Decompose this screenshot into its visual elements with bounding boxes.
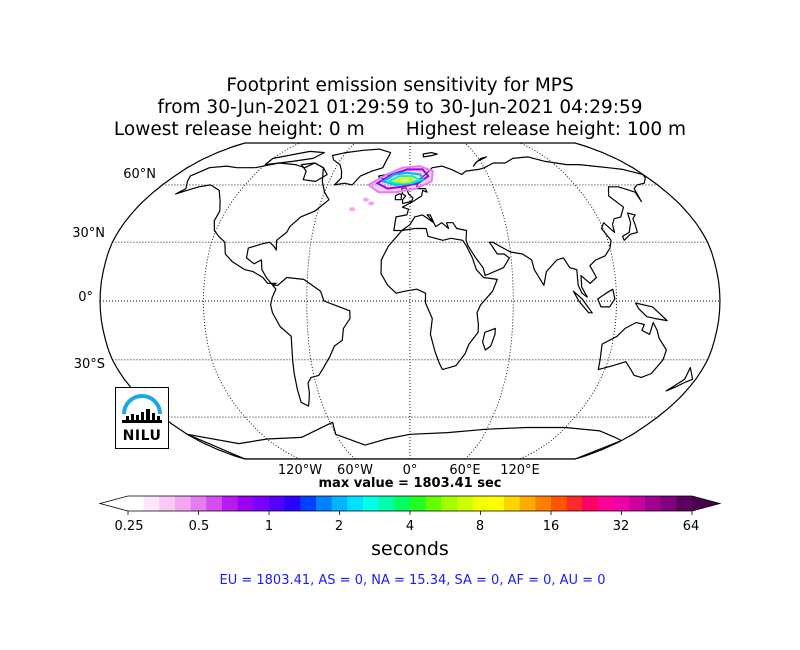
colorbar-tick-label: 0.5 <box>188 519 210 534</box>
colorbar-tick-label: 1 <box>264 519 274 534</box>
colorbar-cell <box>378 496 395 511</box>
landmass-baffin <box>300 162 328 182</box>
colorbar-tick-label: 4 <box>405 519 415 534</box>
footprint-contour <box>393 176 415 184</box>
landmass-antarctica <box>186 421 623 459</box>
colorbar-cell <box>551 496 568 511</box>
colorbar-cell <box>159 496 176 511</box>
lat-label-30s: 30°S <box>73 357 105 372</box>
colorbar-min-extension <box>100 496 128 511</box>
colorbar-cell <box>331 496 348 511</box>
coastlines <box>175 148 694 459</box>
landmass-sumatra <box>572 290 593 314</box>
lat-label-30n: 30°N <box>72 226 105 241</box>
longitude-line <box>306 143 356 459</box>
title-line-3: Lowest release height: 0 m Highest relea… <box>113 119 687 140</box>
colorbar-cell <box>629 496 646 511</box>
colorbar-max-extension <box>692 496 720 511</box>
colorbar-cell <box>190 496 207 511</box>
colorbar-cell <box>472 496 489 511</box>
nilu-logo: NILU <box>115 387 169 449</box>
colorbar-cell <box>237 496 254 511</box>
colorbar-cell <box>598 496 615 511</box>
title-line-2: from 30-Jun-2021 01:29:59 to 30-Jun-2021… <box>157 97 643 118</box>
colorbar-cell <box>206 496 223 511</box>
lon-label-60e: 60°E <box>449 463 481 478</box>
landmass-arctic-islands <box>264 150 325 166</box>
longitude-line <box>464 143 514 459</box>
landmass-svalbard <box>422 152 438 158</box>
landmass-ireland <box>394 193 402 201</box>
colorbar-tick-label: 16 <box>542 519 560 534</box>
colorbar-tick-label: 8 <box>475 519 485 534</box>
graticule <box>100 143 720 459</box>
colorbar-cell <box>488 496 505 511</box>
lat-label-60n: 60°N <box>123 167 156 182</box>
footprint-contour <box>380 171 425 186</box>
colorbar-cell <box>645 496 662 511</box>
region-totals: EU = 1803.41, AS = 0, NA = 15.34, SA = 0… <box>219 573 606 588</box>
landmass-indonesia-borneo <box>597 288 616 308</box>
colorbar-cell <box>394 496 411 511</box>
lat-label-eq: 0° <box>78 290 93 305</box>
lon-label-0: 0° <box>402 463 418 478</box>
landmass-new-zealand <box>665 367 694 392</box>
colorbar-cell <box>347 496 364 511</box>
colorbar-cell <box>425 496 442 511</box>
landmass-africa <box>380 227 498 371</box>
landmass-madagascar <box>482 327 496 351</box>
landmass-australia <box>597 322 667 378</box>
colorbar-tick-label: 0.25 <box>114 519 144 534</box>
colorbar-cell <box>660 496 677 511</box>
colorbar-cell <box>613 496 630 511</box>
nilu-emblem-icon <box>122 394 162 423</box>
colorbar-cell <box>363 496 380 511</box>
colorbar-cell <box>253 496 270 511</box>
logo-text: NILU <box>122 428 162 444</box>
colorbar-cell <box>410 496 427 511</box>
colorbar-cell <box>175 496 192 511</box>
footprint-patch <box>349 207 356 212</box>
colorbar-cell <box>284 496 301 511</box>
footprint-contour <box>385 175 422 185</box>
landmass-great-britain <box>401 187 414 204</box>
colorbar <box>98 495 722 515</box>
lon-label-60w: 60°W <box>337 463 373 478</box>
colorbar-cell <box>300 496 317 511</box>
colorbar-tick-label: 32 <box>612 519 630 534</box>
colorbar-tick-label: 64 <box>682 519 700 534</box>
colorbar-cell <box>457 496 474 511</box>
colorbar-cell <box>269 496 286 511</box>
landmass-new-guinea <box>634 302 668 322</box>
colorbar-cell <box>504 496 521 511</box>
landmass-greenland <box>332 148 392 186</box>
title-line-1: Footprint emission sensitivity for MPS <box>226 75 574 96</box>
colorbar-cell <box>143 496 160 511</box>
landmass-eurasia <box>393 156 646 298</box>
landmass-japan <box>622 212 638 241</box>
colorbar-cell <box>316 496 333 511</box>
landmass-south-america <box>270 276 351 407</box>
lon-label-120e: 120°E <box>500 463 540 478</box>
colorbar-units-label: seconds <box>371 538 449 560</box>
colorbar-cell <box>566 496 583 511</box>
colorbar-tick-label: 2 <box>334 519 344 534</box>
longitude-line <box>202 143 301 459</box>
colorbar-cell <box>441 496 458 511</box>
colorbar-cell <box>582 496 599 511</box>
colorbar-cell <box>222 496 239 511</box>
footprint-patch <box>362 197 369 202</box>
lon-label-120w: 120°W <box>277 463 323 478</box>
colorbar-cell <box>535 496 552 511</box>
landmass-novaya-zemlya <box>472 156 487 167</box>
footprint-contour <box>375 168 430 190</box>
colorbar-cell <box>676 496 693 511</box>
footprint-patch <box>368 201 375 206</box>
colorbar-cell <box>519 496 536 511</box>
emission-footprint <box>349 165 434 212</box>
colorbar-cell <box>128 496 145 511</box>
max-value-label: max value = 1803.41 sec <box>318 476 502 491</box>
longitude-line <box>519 143 618 459</box>
